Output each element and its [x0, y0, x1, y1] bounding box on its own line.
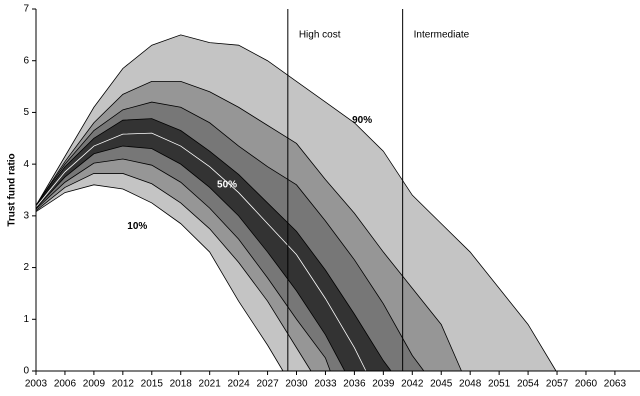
- x-tick-label: 2003: [25, 379, 48, 390]
- band-area: [36, 184, 284, 371]
- percentile-line: [35, 184, 284, 372]
- y-tick-label: 6: [23, 55, 29, 66]
- percentile-line: [35, 81, 462, 372]
- x-tick-label: 2024: [227, 379, 250, 390]
- x-tick-label: 2051: [488, 379, 511, 390]
- percentile-line: [35, 173, 312, 372]
- x-tick-label: 2012: [112, 379, 135, 390]
- x-tick-label: 2039: [372, 379, 395, 390]
- reference-label: Intermediate: [414, 30, 470, 41]
- x-tick-label: 2045: [430, 379, 453, 390]
- percentile-line: [35, 118, 392, 372]
- y-tick-label: 0: [23, 366, 29, 377]
- reference-label: High cost: [299, 30, 341, 41]
- y-tick-label: 2: [23, 262, 29, 273]
- x-tick-label: 2018: [170, 379, 193, 390]
- x-tick-label: 2006: [54, 379, 77, 390]
- x-tick-label: 2015: [141, 379, 164, 390]
- x-tick-label: 2009: [83, 379, 106, 390]
- percentile-line: [35, 34, 557, 372]
- percentile-line: [35, 132, 367, 372]
- x-tick-label: 2063: [604, 379, 627, 390]
- x-tick-label: 2054: [517, 379, 540, 390]
- y-tick-label: 1: [23, 314, 29, 325]
- x-tick-label: 2030: [285, 379, 308, 390]
- x-tick-label: 2042: [401, 379, 424, 390]
- y-tick-label: 4: [23, 159, 29, 170]
- x-tick-label: 2060: [575, 379, 598, 390]
- x-tick-label: 2033: [314, 379, 337, 390]
- x-tick-label: 2027: [256, 379, 279, 390]
- x-tick-label: 2021: [199, 379, 222, 390]
- series-label: 10%: [127, 221, 147, 232]
- percentile-line: [35, 158, 331, 372]
- x-tick-label: 2048: [459, 379, 482, 390]
- percentile-line: [35, 145, 346, 372]
- y-tick-label: 5: [23, 107, 29, 118]
- x-tick-label: 2057: [546, 379, 569, 390]
- series-label: 50%: [217, 179, 237, 190]
- y-tick-label: 7: [23, 4, 29, 15]
- series-label: 90%: [352, 115, 372, 126]
- percentile-line: [35, 101, 425, 372]
- y-tick-label: 3: [23, 210, 29, 221]
- y-axis-title: Trust fund ratio: [7, 153, 18, 226]
- x-tick-label: 2036: [343, 379, 366, 390]
